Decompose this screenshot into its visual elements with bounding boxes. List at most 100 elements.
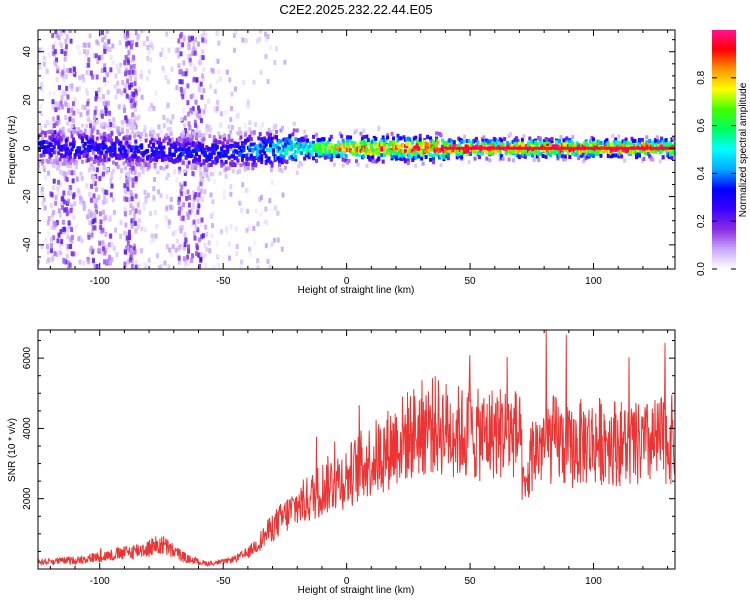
spectrogram-streak-cell (51, 33, 55, 39)
spectrogram-ridge-cell (57, 151, 61, 156)
spectrogram-ridge-cell (269, 132, 273, 137)
spectrogram-streak-cell (110, 183, 114, 189)
spectrogram-streak-cell (130, 103, 134, 109)
spectrogram-ridge-cell (103, 136, 107, 141)
spectrogram-streak-cell (195, 77, 199, 83)
spectrogram-noise-cell (246, 103, 250, 109)
spectrogram-ridge-cell (239, 130, 243, 135)
spectrogram-ridge-cell (473, 156, 477, 161)
spectrogram-ridge-cell (116, 129, 120, 134)
spectrogram-streak-cell (93, 225, 97, 231)
spectrogram-ridge-cell (500, 138, 504, 143)
spectrogram-streak-cell (99, 224, 103, 230)
spectrogram-ridge-cell (103, 131, 107, 136)
spectrogram-ridge-cell (104, 150, 108, 155)
spectrogram-ridge-cell (58, 157, 62, 162)
spectrogram-streak-cell (86, 256, 90, 262)
spectrogram-ridge-cell (220, 146, 224, 151)
spectrogram-ridge-cell (91, 142, 95, 147)
spectrogram-streak-cell (192, 76, 196, 82)
spectrogram-streak-cell (103, 250, 107, 256)
snr-plot-area (38, 330, 675, 568)
spectrogram-streak-cell (131, 177, 135, 183)
spectrogram-noise-cell (130, 258, 134, 264)
spectrogram-ridge-cell (146, 148, 150, 153)
spectrogram-streak-cell (103, 67, 107, 73)
spectrogram-x-tick-label: -100 (90, 276, 110, 287)
spectrogram-ridge-cell (263, 136, 267, 141)
spectrogram-noise-cell (64, 115, 68, 121)
spectrogram-noise-cell (195, 124, 199, 130)
spectrogram-streak-cell (105, 258, 109, 264)
spectrogram-noise-cell (63, 30, 67, 36)
spectrogram-ridge-cell (436, 140, 440, 145)
spectrogram-noise-cell (214, 153, 218, 159)
spectrogram-ridge-cell (135, 162, 139, 167)
snr-y-tick-label: 2000 (22, 487, 33, 510)
spectrogram-noise-cell (196, 186, 200, 192)
spectrogram-noise-cell (227, 241, 231, 247)
spectrogram-ridge-cell (494, 149, 498, 154)
spectrogram-ridge-cell (38, 135, 40, 140)
spectrogram-streak-cell (54, 61, 58, 67)
spectrogram-ridge-cell (181, 147, 185, 152)
spectrogram-ridge-cell (260, 157, 264, 162)
spectrogram-ridge-cell (91, 139, 95, 144)
spectrogram-ridge-cell (298, 141, 302, 146)
spectrogram-streak-cell (181, 216, 185, 222)
spectrogram-noise-cell (269, 167, 273, 173)
spectrogram-noise-cell (165, 244, 169, 250)
spectrogram-streak-cell (179, 51, 183, 57)
spectrogram-ridge-cell (386, 132, 390, 137)
spectrogram-ridge-cell (464, 144, 468, 149)
spectrogram-ridge-cell (94, 141, 98, 146)
spectrogram-noise-cell (207, 98, 211, 104)
spectrogram-ridge-cell (356, 162, 360, 167)
spectrogram-noise-cell (49, 202, 53, 208)
spectrogram-ridge-cell (237, 170, 241, 175)
spectrogram-ridge-cell (624, 137, 628, 142)
spectrogram-ridge-cell (221, 144, 225, 149)
spectrogram-ridge-cell (430, 153, 434, 158)
spectrogram-noise-cell (38, 64, 42, 70)
spectrogram-ridge-cell (76, 152, 80, 157)
spectrogram-noise-cell (100, 173, 104, 179)
spectrogram-ridge-cell (282, 158, 286, 163)
spectrogram-noise-cell (94, 105, 98, 111)
spectrogram-noise-cell (79, 199, 83, 205)
spectrogram-ridge-cell (138, 162, 142, 167)
spectrogram-noise-cell (204, 38, 208, 44)
spectrogram-streak-cell (130, 82, 134, 88)
spectrogram-ridge-cell (516, 150, 520, 155)
spectrogram-ridge-cell (477, 155, 481, 160)
spectrogram-noise-cell (149, 57, 153, 63)
spectrogram-noise-cell (160, 47, 164, 53)
spectrogram-noise-cell (157, 124, 161, 130)
spectrogram-noise-cell (42, 197, 46, 203)
spectrogram-noise-cell (44, 237, 48, 243)
spectrogram-noise-cell (199, 222, 203, 228)
spectrogram-noise-cell (202, 88, 206, 94)
spectrogram-streak-cell (134, 30, 138, 36)
spectrogram-noise-cell (57, 249, 61, 255)
spectrogram-streak-cell (189, 145, 193, 151)
spectrogram-noise-cell (96, 151, 100, 157)
spectrogram-ridge-cell (94, 154, 98, 159)
spectrogram-streak-cell (185, 195, 189, 201)
spectrogram-streak-cell (129, 98, 133, 104)
spectrogram-noise-cell (246, 208, 250, 214)
spectrogram-ridge-cell (295, 128, 299, 133)
spectrogram-streak-cell (127, 176, 131, 182)
spectrogram-noise-cell (194, 110, 198, 116)
spectrogram-ridge-cell (577, 156, 581, 161)
spectrogram-ridge-cell (434, 131, 438, 136)
spectrogram-streak-cell (107, 100, 111, 106)
spectrogram-noise-cell (201, 197, 205, 203)
spectrogram-ridge-cell (107, 157, 111, 162)
spectrogram-streak-cell (64, 259, 68, 265)
spectrogram-ridge-cell (266, 131, 270, 136)
spectrogram-noise-cell (235, 250, 239, 256)
spectrogram-streak-cell (56, 115, 60, 121)
spectrogram-noise-cell (184, 260, 188, 266)
spectrogram-ridge-cell (439, 163, 443, 168)
